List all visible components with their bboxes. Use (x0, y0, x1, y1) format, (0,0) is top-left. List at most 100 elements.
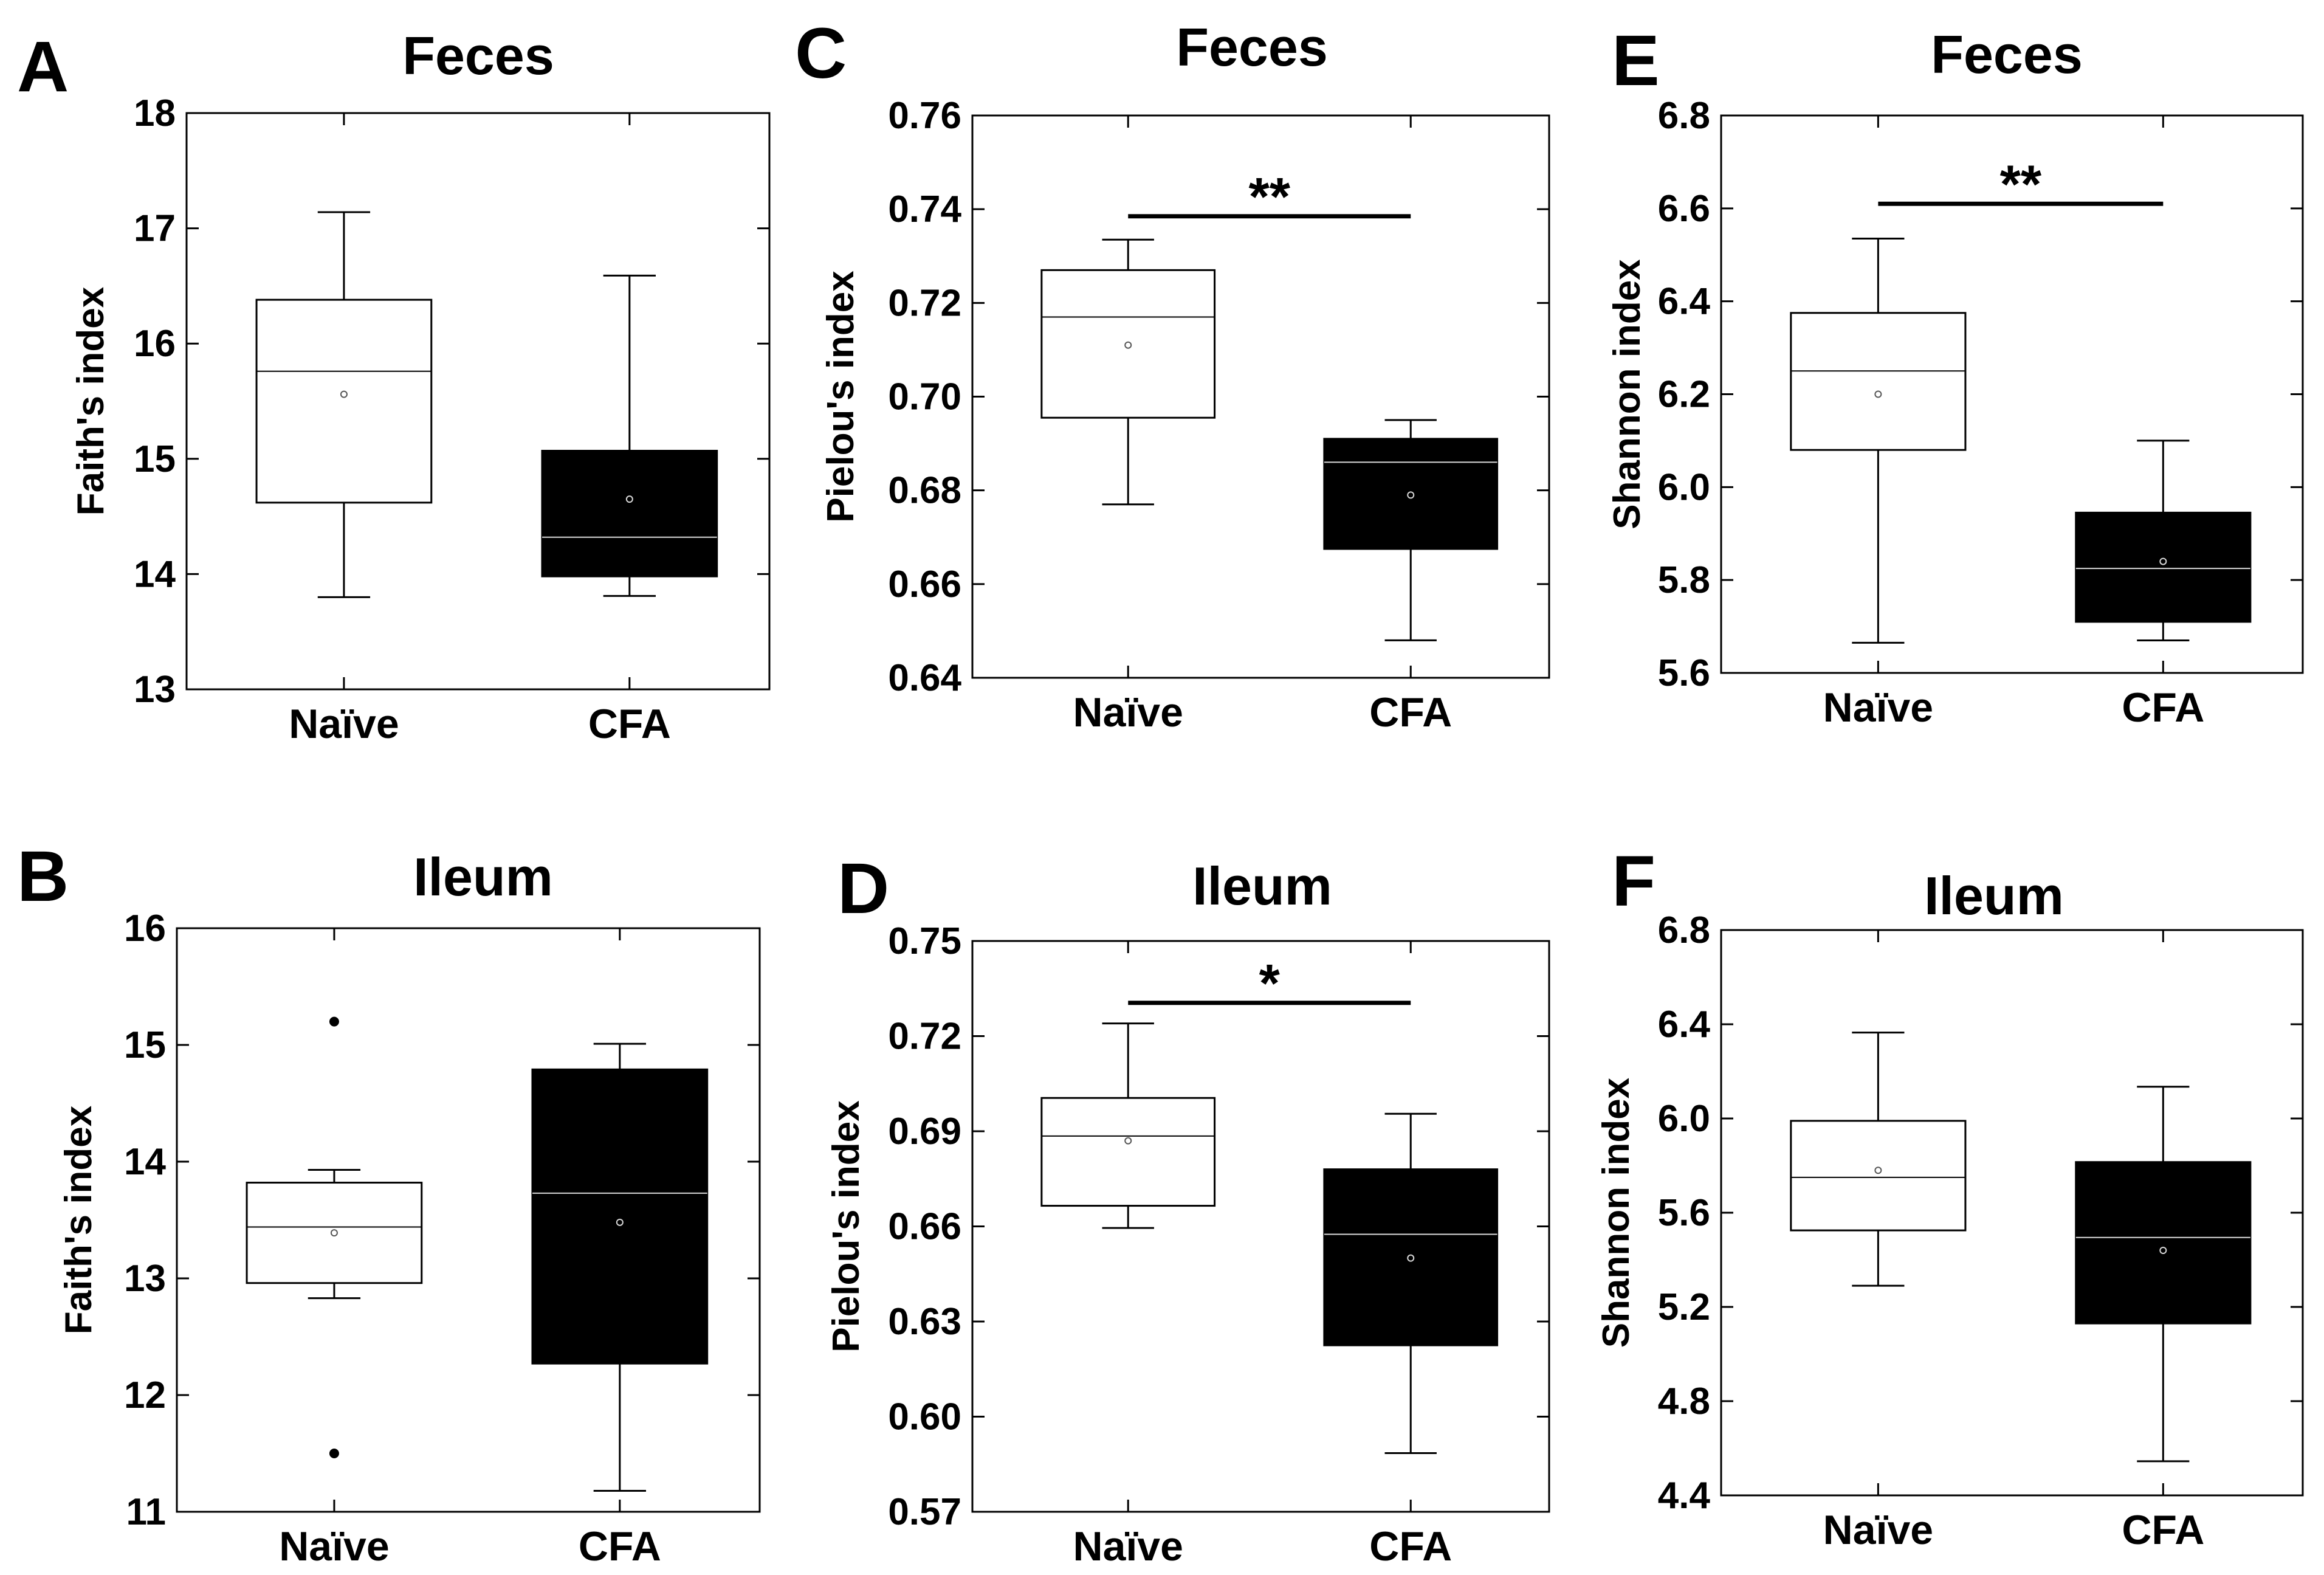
box-naive: Naïve (1790, 930, 1967, 1553)
y-tick-label: 13 (134, 669, 176, 711)
y-tick-label: 4.8 (1658, 1380, 1710, 1422)
significance-label: ** (2000, 154, 2042, 214)
panel-title: Feces (1176, 17, 1328, 77)
box-cfa: CFA (1323, 115, 1499, 736)
x-category-label: Naïve (1823, 1507, 1933, 1553)
x-category-label: CFA (1369, 689, 1452, 736)
panel-letter: E (1612, 21, 1660, 101)
y-axis-label: Pielou's index (825, 1100, 867, 1353)
x-category-label: CFA (2122, 1507, 2204, 1553)
y-tick-label: 0.60 (888, 1396, 961, 1438)
y-axis-label: Shannon index (1606, 259, 1648, 529)
x-category-label: CFA (588, 701, 671, 747)
mean-marker (1874, 390, 1882, 398)
iqr-box (531, 1068, 709, 1365)
box-naive: Naïve (246, 928, 423, 1570)
y-tick-label: 16 (134, 323, 176, 365)
y-tick-label: 4.4 (1658, 1475, 1711, 1517)
iqr-box (1040, 1097, 1216, 1207)
panel-f: F Ileum Shannon index 4.4 4.8 5.2 5.6 6.0 6.4 6.8… (1595, 841, 2304, 1553)
y-tick-label: 14 (134, 553, 176, 595)
y-tick-label: 0.64 (888, 657, 961, 699)
y-tick-label: 0.72 (888, 1016, 961, 1058)
y-tick-label: 17 (134, 208, 176, 250)
y-tick-label: 0.63 (888, 1301, 961, 1343)
panel-title: Feces (1931, 24, 2083, 84)
iqr-box (1323, 438, 1499, 550)
y-tick-label: 6.8 (1658, 95, 1710, 137)
plot-frame (176, 927, 761, 1513)
iqr-box (2075, 511, 2252, 623)
y-tick-label: 0.66 (888, 1206, 961, 1248)
mean-marker (1874, 1167, 1882, 1174)
panel-b: B Ileum Faith's index 11 12 13 14 15 16 Naïve CFA (17, 836, 761, 1570)
iqr-box (1323, 1168, 1499, 1346)
y-tick-label: 16 (124, 908, 166, 949)
y-axis-label: Shannon index (1595, 1077, 1637, 1348)
mean-marker (330, 1229, 338, 1237)
box-naive: Naïve (1040, 941, 1216, 1570)
y-tick-label: 5.6 (1658, 652, 1710, 694)
iqr-box (541, 450, 718, 577)
y-tick-label: 11 (126, 1491, 166, 1533)
y-tick-label: 6.8 (1658, 909, 1710, 951)
y-axis-label: Pielou's index (820, 271, 862, 523)
x-category-label: CFA (1369, 1523, 1452, 1570)
y-tick-label: 15 (124, 1024, 166, 1066)
x-category-label: CFA (579, 1523, 661, 1570)
significance-label: ** (1248, 167, 1290, 227)
y-tick-label: 0.75 (888, 920, 961, 962)
y-axis-label: Faith's index (70, 286, 112, 515)
plot-frame (185, 112, 771, 691)
iqr-box (246, 1182, 423, 1284)
panel-d: D Ileum Pielou's index 0.57 0.60 0.63 0.66 0.69… (825, 849, 1550, 1570)
y-tick-label: 6.4 (1658, 281, 1711, 323)
iqr-box (1040, 269, 1216, 419)
panel-letter: B (17, 836, 69, 917)
box-cfa: CFA (2075, 930, 2252, 1553)
panel-letter: A (17, 27, 69, 107)
panel-letter: F (1612, 841, 1655, 922)
mean-marker (1124, 1137, 1132, 1145)
x-category-label: Naïve (1823, 684, 1933, 731)
y-tick-label: 6.0 (1658, 466, 1710, 508)
box-cfa: CFA (2075, 115, 2252, 731)
y-tick-label: 0.57 (888, 1491, 961, 1533)
y-tick-label: 5.8 (1658, 559, 1710, 601)
panel-title: Ileum (1924, 866, 2064, 926)
y-axis-label: Faith's index (58, 1105, 100, 1334)
panel-title: Ileum (1192, 856, 1332, 916)
y-tick-label: 14 (124, 1141, 166, 1183)
x-category-label: Naïve (279, 1523, 389, 1570)
mean-marker (616, 1218, 624, 1226)
y-tick-label: 15 (134, 438, 176, 480)
x-category-label: CFA (2122, 684, 2204, 731)
y-tick-label: 0.74 (888, 188, 961, 230)
panel-a: A Feces Faith's index 13 14 15 16 17 18 Naïve CFA (17, 26, 771, 747)
mean-marker (2159, 557, 2167, 565)
iqr-box (1790, 1120, 1967, 1232)
panel-e: E Feces Shannon index 5.6 5.8 6.0 6.2 6.4 6.6 6.8… (1606, 21, 2304, 731)
box-naive: Naïve (1040, 115, 1216, 736)
panel-letter: D (837, 849, 889, 929)
y-tick-label: 6.4 (1658, 1004, 1711, 1046)
iqr-box (1790, 312, 1967, 451)
panel-title: Ileum (413, 847, 553, 907)
y-tick-label: 0.68 (888, 470, 961, 512)
y-tick-label: 0.70 (888, 376, 961, 418)
significance-label: * (1259, 953, 1281, 1013)
y-tick-label: 0.72 (888, 282, 961, 324)
y-tick-label: 5.6 (1658, 1192, 1710, 1234)
outlier-point (329, 1016, 339, 1027)
x-category-label: Naïve (1073, 1523, 1183, 1570)
panel-c: C Feces Pielou's index 0.64 0.66 0.68 0.70 0.72… (795, 13, 1550, 736)
y-tick-label: 0.66 (888, 563, 961, 605)
outlier-point (329, 1449, 339, 1458)
mean-marker (1124, 341, 1132, 349)
y-tick-label: 0.69 (888, 1111, 961, 1153)
mean-marker (1407, 1254, 1415, 1262)
box-cfa: CFA (531, 928, 709, 1570)
y-tick-label: 0.76 (888, 95, 961, 137)
y-tick-label: 6.0 (1658, 1098, 1710, 1140)
